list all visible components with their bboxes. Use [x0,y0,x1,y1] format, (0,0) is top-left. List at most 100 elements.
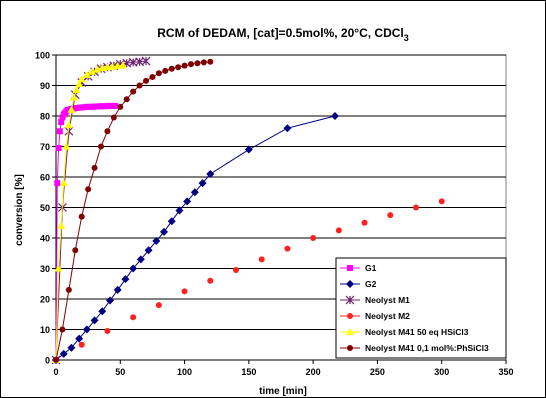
data-point [438,198,445,205]
data-point [56,128,63,135]
data-point [70,93,78,101]
series-g1 [53,102,119,363]
legend-swatch-marker [347,265,353,271]
data-point [78,341,85,348]
data-point [190,188,199,197]
data-point [90,316,99,325]
data-point [110,114,117,121]
data-point [207,58,214,65]
data-point [67,105,76,113]
y-tick-label: 70 [40,142,50,152]
data-point [113,285,122,294]
data-point [335,227,342,234]
legend-item: G1 [340,263,377,273]
legend-swatch-marker [346,328,354,335]
legend-item: Neolyst M2 [340,311,410,321]
data-point [88,67,96,75]
legend-label: G2 [365,279,377,289]
series-layer [51,56,445,365]
data-point [200,59,207,66]
y-tick-label: 20 [40,295,50,305]
data-point [78,213,85,220]
y-tick-label: 100 [35,51,50,61]
chart-title: RCM of DEDAM, [cat]=0.5mol%, 20°C, CDCl3 [157,26,409,43]
legend: G1 G2 Neolyst M1 Neolyst M2 Neolyst M41 50 e… [335,257,507,359]
data-point [331,112,339,120]
data-point [118,61,127,69]
legend-label: Neolyst M41 0,1 mol%:PhSiCl3 [365,343,489,353]
data-point [143,77,149,84]
legend-item: Neolyst M41 0,1 mol%:PhSiCl3 [340,343,489,353]
x-tick-label: 300 [434,367,449,377]
data-point [82,70,91,78]
data-point [206,169,215,178]
y-tick-label: 50 [40,203,50,213]
data-point [98,307,107,316]
data-point [152,237,161,246]
data-point [168,65,175,72]
data-point [75,79,84,87]
y-tick-label: 40 [40,234,50,244]
data-point [59,179,68,187]
data-point [67,343,76,352]
data-point [121,275,130,284]
data-point [129,264,138,273]
y-tick-label: 30 [40,264,50,274]
data-point [198,179,207,188]
data-point [361,219,368,226]
data-point [112,102,119,109]
data-point [162,67,169,74]
data-point [59,326,66,333]
data-point [310,235,317,241]
data-point [72,247,79,254]
x-tick-label: 350 [498,367,513,377]
legend-swatch-marker [347,313,353,319]
data-point [167,217,176,226]
data-point [194,60,201,67]
legend-item: G2 [340,279,377,289]
data-point [141,56,151,66]
data-point [58,119,65,126]
legend-swatch-marker [345,295,355,305]
data-point [155,70,162,77]
data-point [57,221,66,229]
legend-label: Neolyst M2 [365,311,410,321]
y-tick-label: 80 [40,112,50,122]
data-point [54,180,61,187]
legend-item: Neolyst M1 [340,295,410,305]
x-tick-label: 100 [177,367,192,377]
y-tick-label: 10 [40,325,50,335]
x-tick-label: 200 [306,367,321,377]
data-point [183,197,192,206]
data-point [98,143,104,150]
data-point [104,328,111,335]
data-point [62,142,71,150]
data-point [59,349,68,358]
data-point [284,245,291,252]
data-point [233,267,239,274]
data-point [106,296,114,305]
data-point [244,145,253,154]
data-point [283,124,292,133]
data-point [149,73,156,80]
legend-label: Neolyst M1 [365,295,410,305]
data-point [55,145,62,152]
data-point [160,227,168,236]
x-tick-label: 250 [370,367,385,377]
data-point [387,212,394,219]
data-point [181,288,188,295]
data-point [155,302,162,309]
data-point [136,82,143,89]
legend-item: Neolyst M41 50 eq HSiCl3 [340,327,469,337]
data-point [59,114,66,121]
data-point [130,88,137,95]
data-point [82,325,91,334]
data-point [77,75,86,83]
y-tick-label: 60 [40,173,50,183]
data-point [130,314,137,321]
x-axis-label: time [min] [259,386,307,397]
y-tick-label: 90 [40,81,50,91]
data-point [207,277,214,284]
data-point [104,128,111,135]
